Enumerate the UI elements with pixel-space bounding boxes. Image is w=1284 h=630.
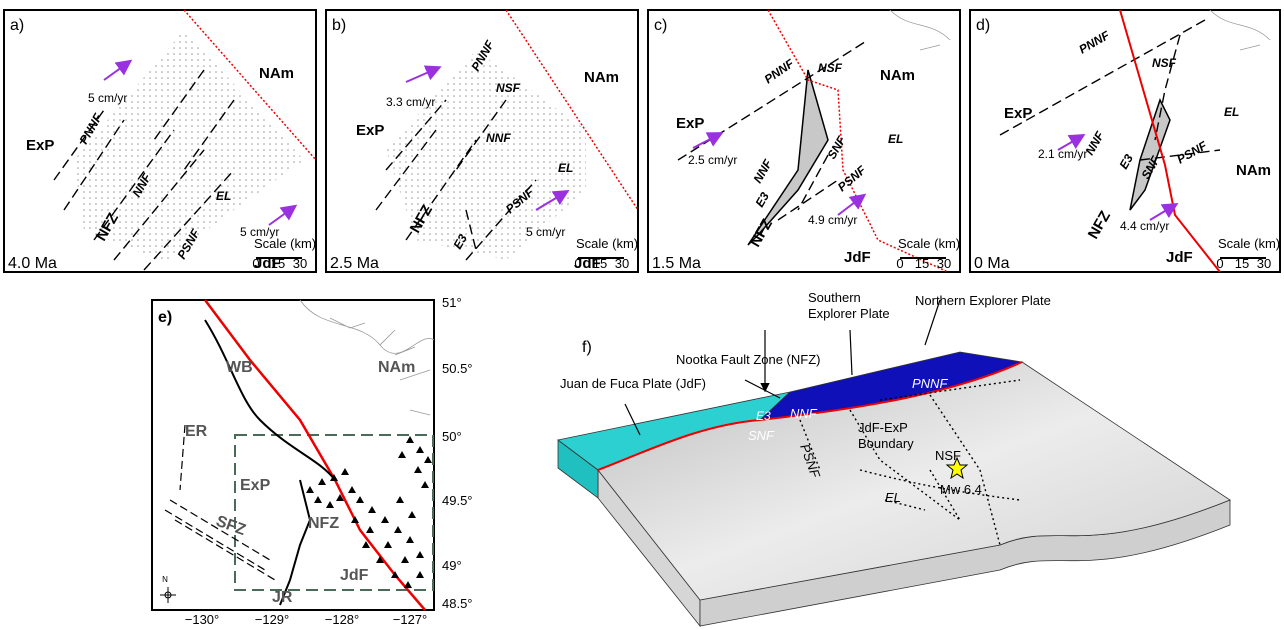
label: EL: [888, 132, 903, 146]
label: Juan de Fuca Plate (JdF): [560, 376, 706, 391]
label: Scale (km): [898, 236, 960, 251]
label: 30: [615, 256, 629, 271]
label: 0: [896, 256, 903, 271]
label: NAm: [880, 67, 915, 84]
label: 30: [293, 256, 307, 271]
label: NAm: [1236, 162, 1271, 179]
label: ExP: [1004, 105, 1032, 122]
label: f): [582, 339, 592, 356]
label: 2.5 cm/yr: [688, 153, 737, 167]
label: 30: [1257, 256, 1271, 271]
label: a): [10, 17, 24, 34]
label: JdF: [1166, 249, 1193, 266]
label: NSF: [1152, 56, 1177, 70]
label: 0: [574, 256, 581, 271]
label: 2.5 Ma: [330, 255, 379, 272]
label: 5 cm/yr: [526, 225, 565, 239]
label: NNF: [790, 406, 818, 421]
label: ExP: [240, 477, 271, 494]
label: 15: [593, 256, 607, 271]
label: Scale (km): [1218, 236, 1280, 251]
label: 5 cm/yr: [88, 91, 127, 105]
map-panel: [152, 300, 434, 610]
figure: a)NAm5 cm/yrPNNFExPNNFELNFZ5 cm/yrJdFPSN…: [0, 0, 1284, 630]
label: NNF: [486, 131, 511, 145]
label: 48.5°: [442, 596, 473, 611]
label: 1.5 Ma: [652, 255, 701, 272]
label: NAm: [259, 65, 294, 82]
label: −127°: [393, 612, 427, 627]
label: EL: [216, 189, 231, 203]
label: Scale (km): [576, 236, 638, 251]
label: −128°: [325, 612, 359, 627]
label: EL: [1224, 105, 1239, 119]
label: 49.5°: [442, 493, 473, 508]
label: ER: [185, 423, 208, 440]
label: Southern: [808, 290, 861, 305]
label: 4.0 Ma: [8, 255, 57, 272]
label: NAm: [584, 69, 619, 86]
label: 50°: [442, 429, 462, 444]
label: Boundary: [858, 436, 914, 451]
label: NSF: [496, 81, 521, 95]
label: Mw 6.4: [940, 482, 982, 497]
label: ExP: [356, 122, 384, 139]
label: 4.4 cm/yr: [1120, 219, 1169, 233]
label: JdF: [340, 567, 369, 584]
label: 4.9 cm/yr: [808, 213, 857, 227]
label: 15: [1235, 256, 1249, 271]
label: EL: [558, 161, 573, 175]
label: −129°: [255, 612, 289, 627]
label: ExP: [26, 137, 54, 154]
map-frame: [152, 300, 434, 610]
label: NFZ: [308, 515, 339, 532]
label: 0: [252, 256, 259, 271]
label: 50.5°: [442, 361, 473, 376]
label: JR: [272, 589, 293, 606]
block-diagram: [558, 300, 1230, 626]
label: PNNF: [912, 376, 948, 391]
label: c): [654, 17, 667, 34]
label: E3: [756, 409, 771, 423]
label: −130°: [185, 612, 219, 627]
label: Scale (km): [254, 236, 316, 251]
label: d): [976, 17, 990, 34]
label: NAm: [378, 359, 415, 376]
label: ExP: [676, 115, 704, 132]
label: Nootka Fault Zone (NFZ): [676, 352, 821, 367]
label: 30: [937, 256, 951, 271]
label: Explorer Plate: [808, 306, 890, 321]
label: b): [332, 17, 346, 34]
label: e): [158, 309, 172, 326]
label: N: [162, 575, 168, 584]
label: Northern Explorer Plate: [915, 293, 1051, 308]
label: 0 Ma: [974, 255, 1010, 272]
label: WB: [226, 359, 253, 376]
label: 15: [915, 256, 929, 271]
label: SNF: [748, 428, 775, 443]
label: EL: [885, 490, 901, 505]
label: 2.1 cm/yr: [1038, 147, 1087, 161]
label: JdF-ExP: [858, 420, 908, 435]
label: 3.3 cm/yr: [386, 95, 435, 109]
panel: [648, 10, 960, 272]
label: NSF: [818, 61, 843, 75]
label: NSF: [935, 448, 961, 463]
label: 0: [1216, 256, 1223, 271]
label: JdF: [844, 249, 871, 266]
label: 49°: [442, 558, 462, 573]
label: 15: [271, 256, 285, 271]
label: 51°: [442, 295, 462, 310]
